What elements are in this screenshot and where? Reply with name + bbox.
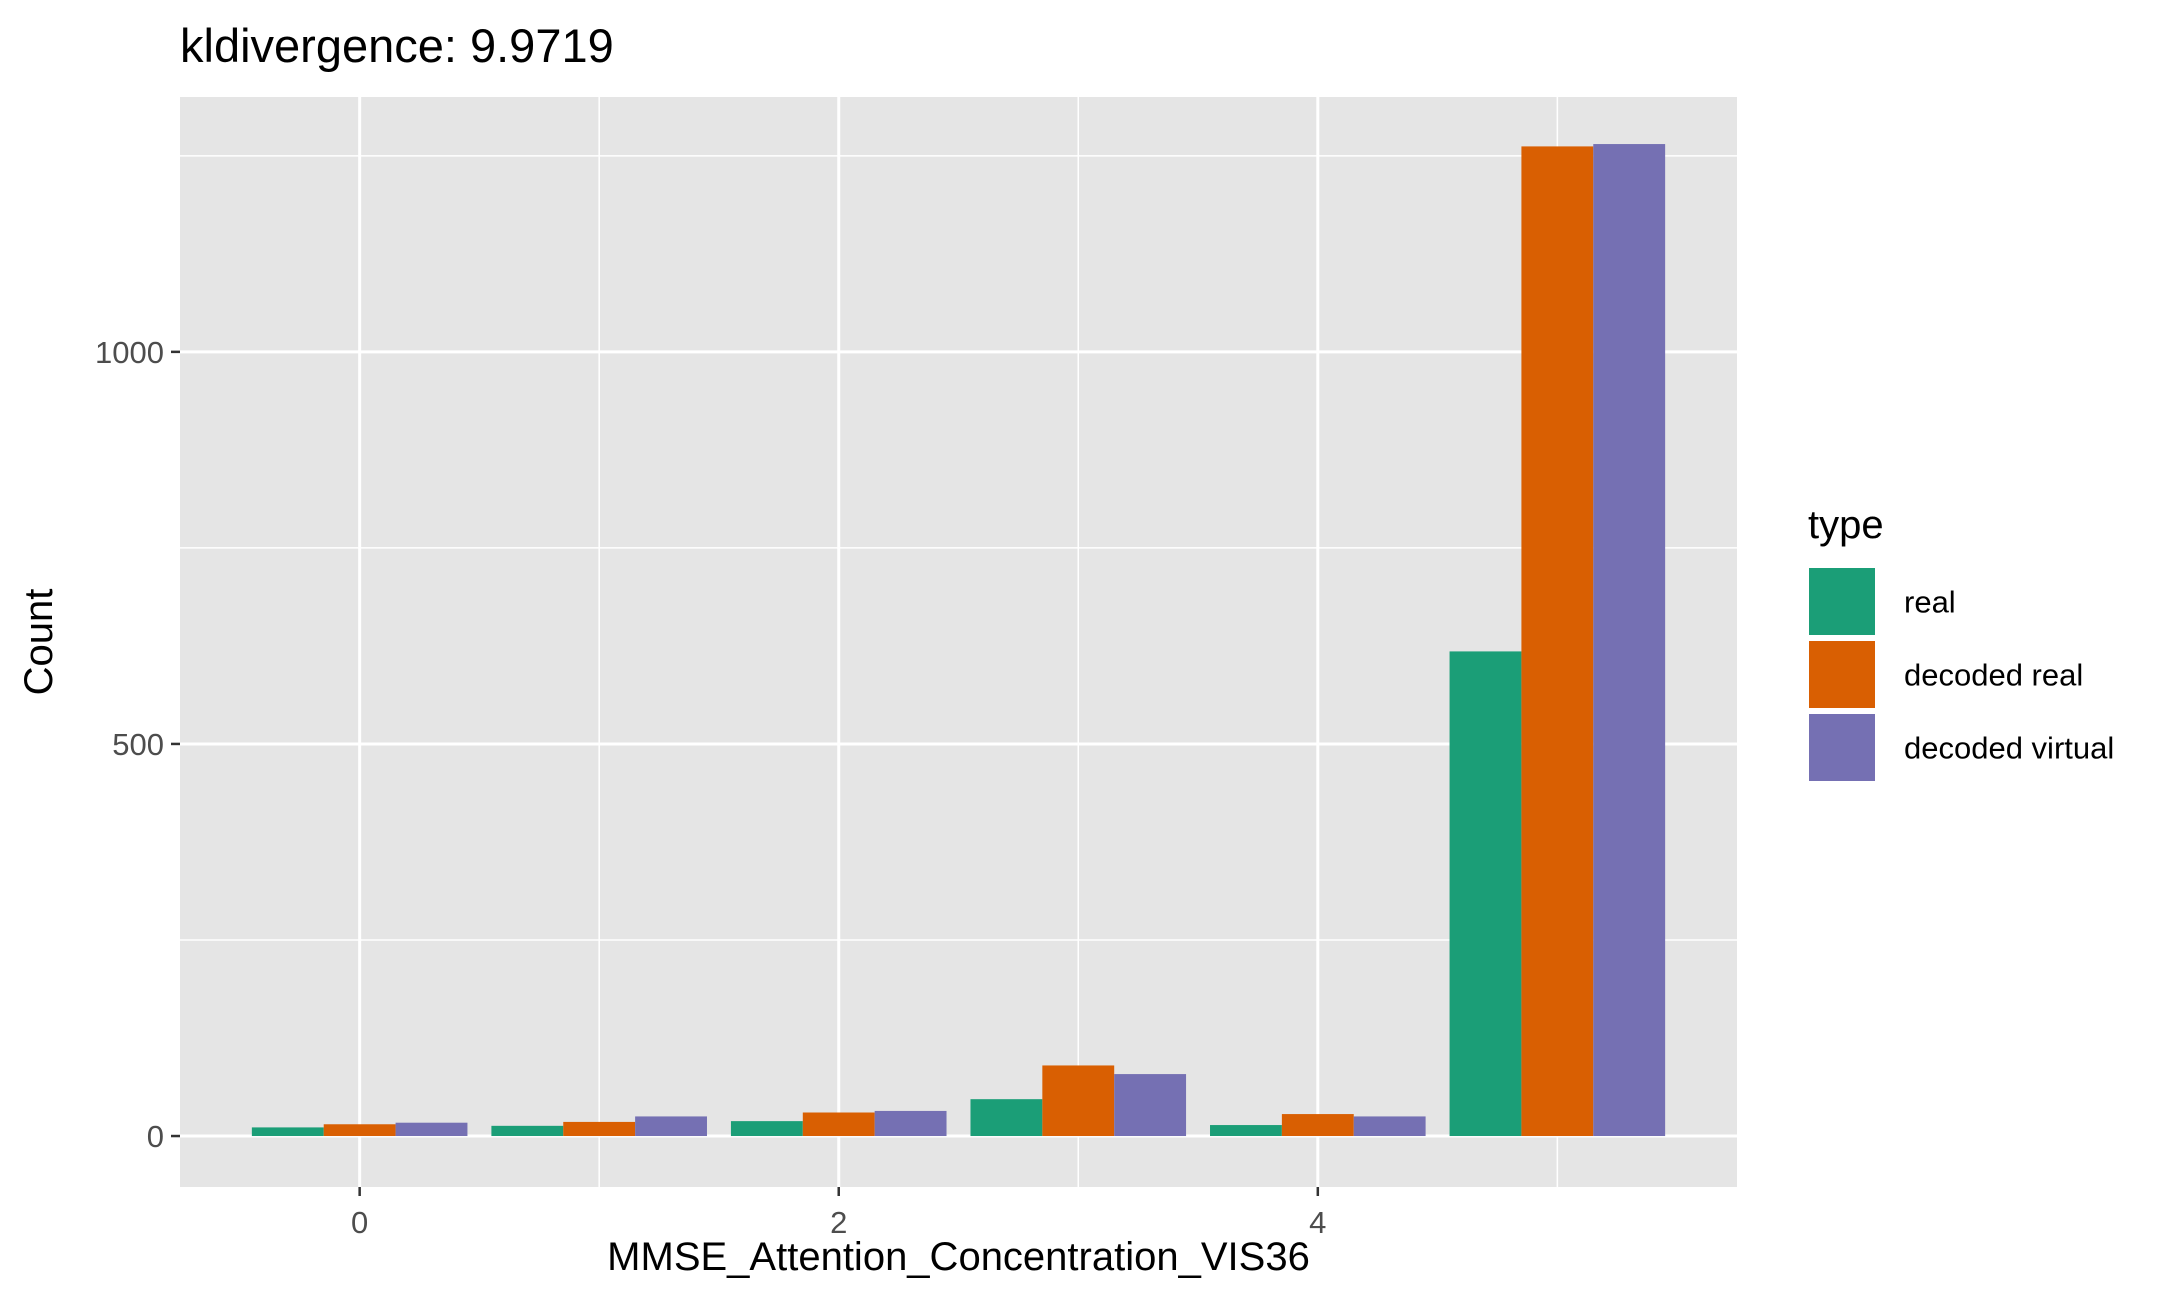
bar-real-x2 [730,1121,803,1137]
bar-decoded-virtual-x1 [635,1116,707,1137]
bar-decoded-real-x2 [802,1112,875,1137]
y-tick-label: 500 [112,727,164,762]
x-axis: 0 2 4 [351,1187,1326,1240]
bars-layer [251,144,1666,1137]
y-axis-title: Count [17,589,61,696]
y-tick-label: 1000 [95,335,164,370]
legend-label-real: real [1904,585,1956,620]
bar-decoded-real-x1 [563,1121,636,1137]
legend-title: type [1808,503,1884,547]
bar-real-x0 [251,1127,324,1137]
legend-key-decoded-real [1807,639,1877,710]
bar-decoded-real-x4 [1281,1114,1354,1137]
y-axis: 0 500 1000 [95,335,180,1154]
bar-decoded-virtual-x2 [874,1110,947,1137]
bar-decoded-virtual-x5 [1593,144,1666,1137]
legend-label-decoded-real: decoded real [1904,658,2083,693]
y-tick-label: 0 [147,1119,164,1154]
x-tick-label: 0 [351,1205,368,1240]
x-axis-title: MMSE_Attention_Concentration_VIS36 [607,1235,1310,1279]
bar-real-x3 [970,1099,1043,1137]
bar-real-x4 [1210,1125,1282,1137]
legend: type real decoded real decoded virtual [1807,503,2114,783]
bar-real-x1 [491,1125,564,1137]
bar-decoded-real-x3 [1042,1065,1115,1137]
legend-label-decoded-virtual: decoded virtual [1904,731,2114,766]
legend-key-decoded-virtual [1807,712,1877,783]
chart-title: kldivergence: 9.9719 [180,19,614,72]
bar-decoded-real-x0 [323,1124,396,1137]
bar-decoded-virtual-x3 [1114,1074,1187,1137]
bar-decoded-virtual-x0 [395,1122,468,1137]
legend-key-real [1807,566,1877,637]
x-tick-label: 4 [1309,1205,1326,1240]
bar-decoded-real-x5 [1521,146,1594,1137]
bar-decoded-virtual-x4 [1353,1116,1426,1137]
bar-real-x5 [1449,651,1522,1137]
x-tick-label: 2 [830,1205,847,1240]
